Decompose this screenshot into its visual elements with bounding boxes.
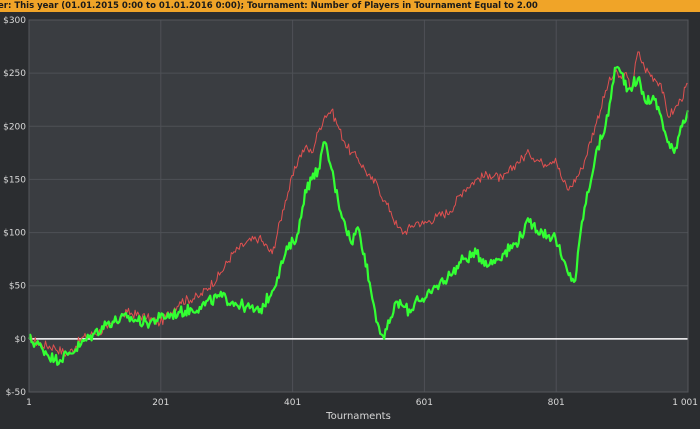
line-chart: $300 $250 $200 $150 $100 $50 $0 $-501 201 401 601 8… [3, 16, 698, 422]
y-tick-label: $100 [3, 229, 26, 239]
series-line-green [27, 65, 690, 366]
plot-border [28, 19, 689, 393]
y-tick-label: $150 [3, 175, 26, 185]
x-tick-label: 1 001 [672, 398, 698, 408]
y-tick-label: $250 [3, 69, 26, 79]
series-line-red [28, 51, 689, 357]
x-tick-label: 401 [284, 398, 301, 408]
y-tick-label: $300 [3, 16, 26, 26]
y-tick-label: $50 [9, 282, 26, 292]
y-tick-label: $200 [3, 122, 26, 132]
x-tick-label: 601 [416, 398, 433, 408]
x-tick-label: 201 [152, 398, 169, 408]
x-tick-label: 1 [26, 398, 32, 408]
filter-description-bar: er: This year (01.01.2015 0:00 to 01.01.… [0, 0, 700, 12]
y-tick-label: $0 [15, 335, 27, 345]
y-tick-label: $-50 [6, 388, 27, 398]
x-axis-title: Tournaments [325, 411, 391, 422]
x-tick-label: 801 [548, 398, 565, 408]
plot-area [29, 20, 688, 392]
